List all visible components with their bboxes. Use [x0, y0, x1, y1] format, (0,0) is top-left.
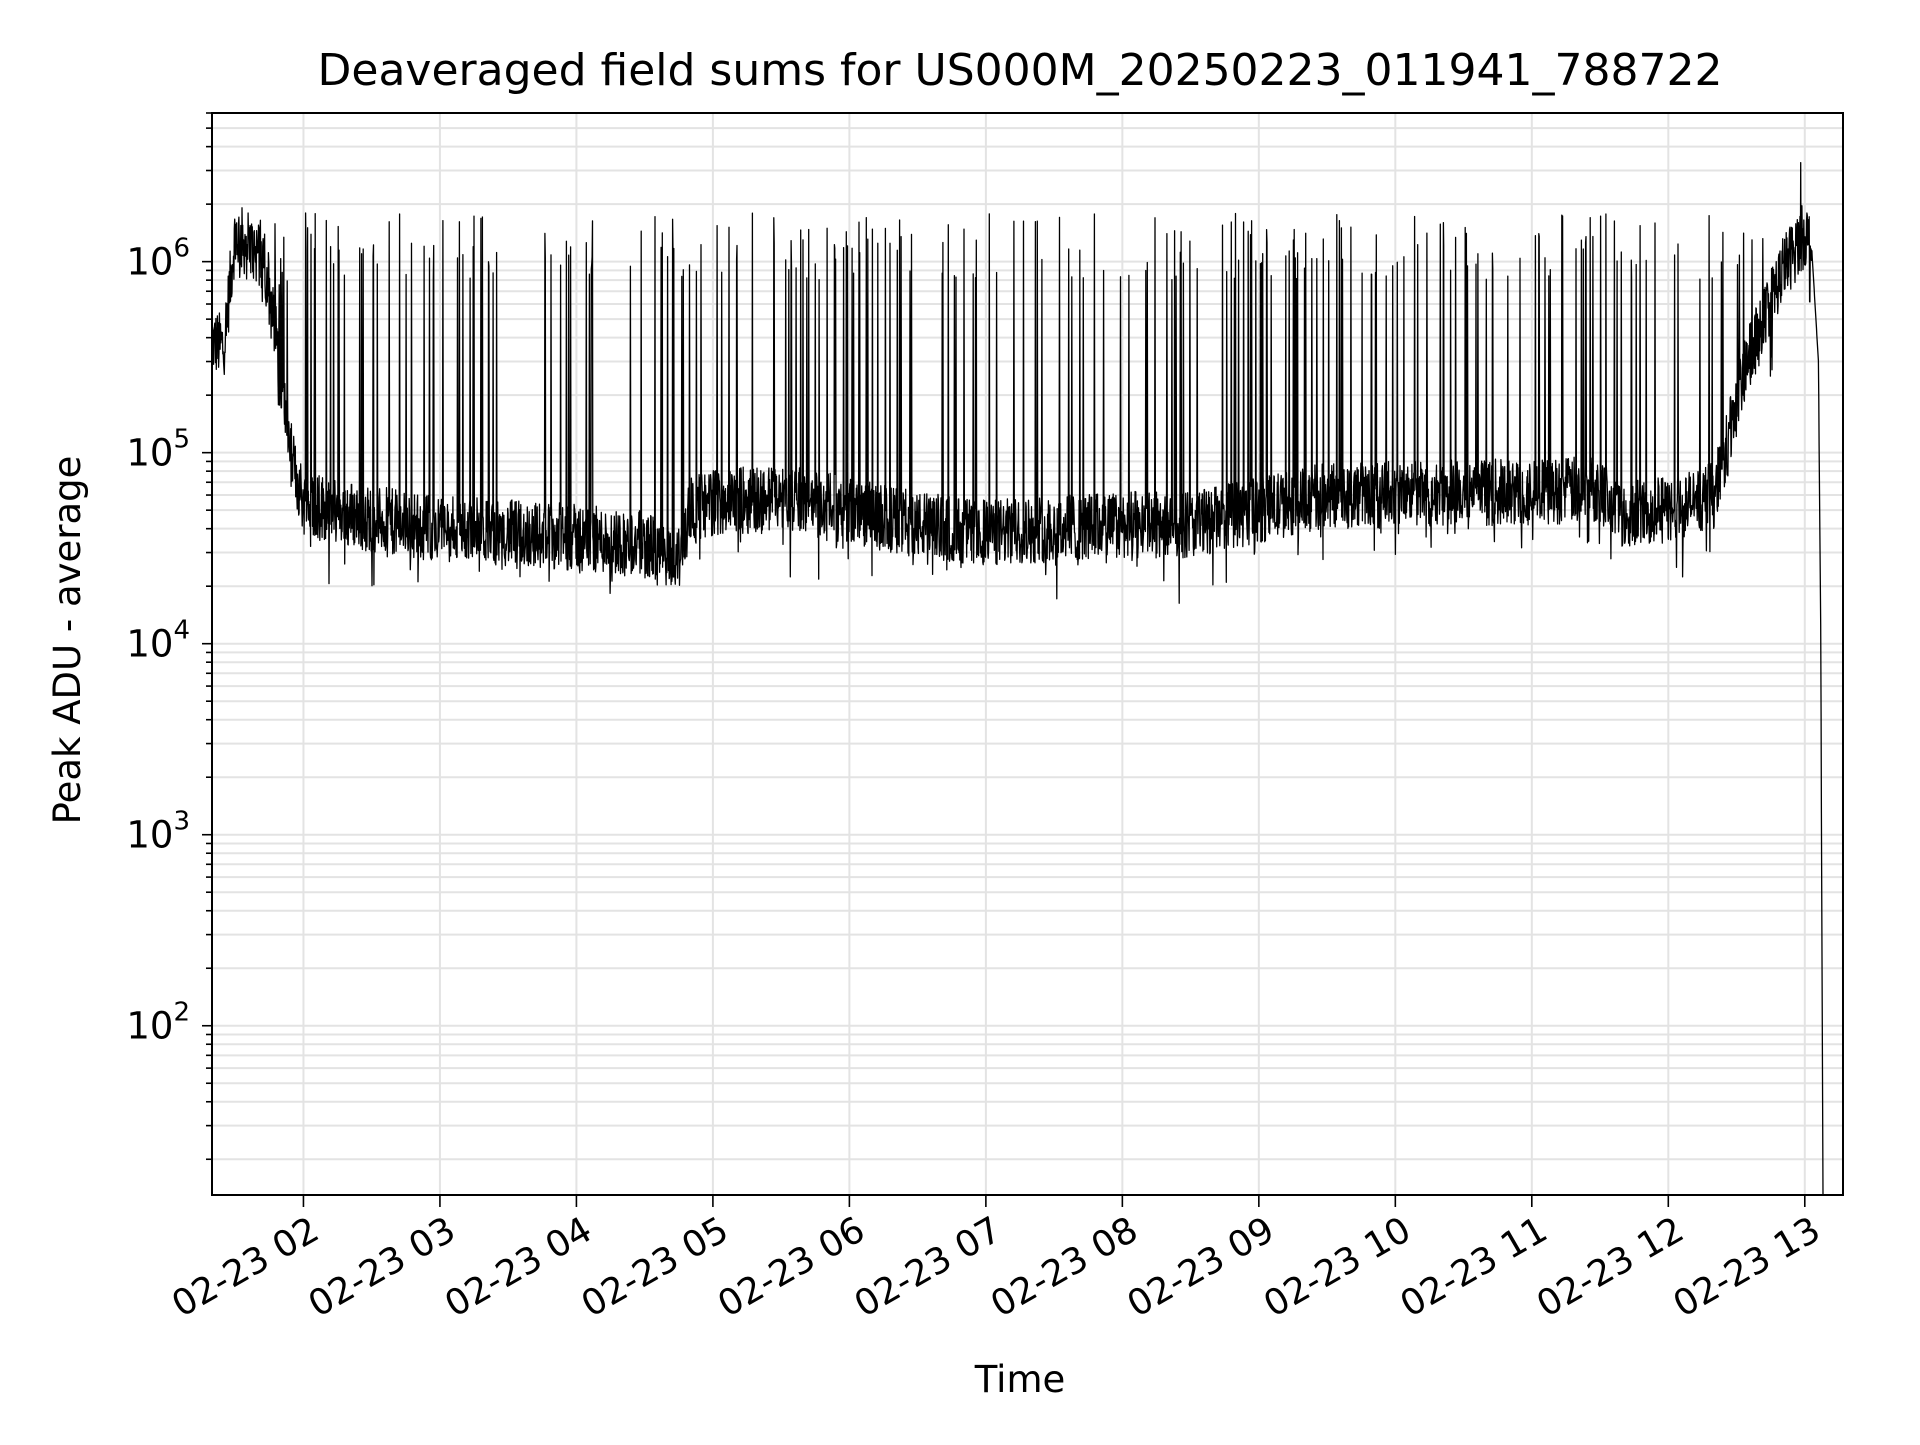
y-axis-label: Peak ADU - average: [46, 456, 89, 825]
axes: [202, 112, 1844, 1207]
y-tick-labels: 102 103 104 105 106: [126, 234, 190, 1048]
chart-title: Deaveraged field sums for US000M_2025022…: [318, 45, 1723, 96]
y-tick-label: 106: [126, 234, 190, 284]
y-tick-label: 102: [126, 998, 190, 1048]
data-series: [211, 161, 1824, 1196]
series-line: [211, 161, 1824, 1196]
grid-lines: [212, 112, 1843, 1195]
plot-frame: [211, 112, 1844, 1196]
y-tick-label: 104: [126, 616, 190, 666]
x-axis-label: Time: [974, 1358, 1066, 1401]
y-tick-label: 105: [126, 425, 190, 475]
y-tick-label: 103: [126, 807, 190, 857]
